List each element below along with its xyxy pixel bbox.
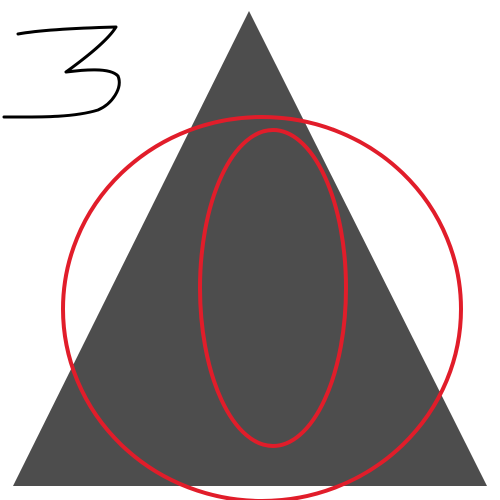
handwritten-three-mark <box>2 25 121 119</box>
red-circle <box>61 115 463 500</box>
gray-triangle <box>13 11 487 486</box>
red-oval <box>198 128 348 448</box>
